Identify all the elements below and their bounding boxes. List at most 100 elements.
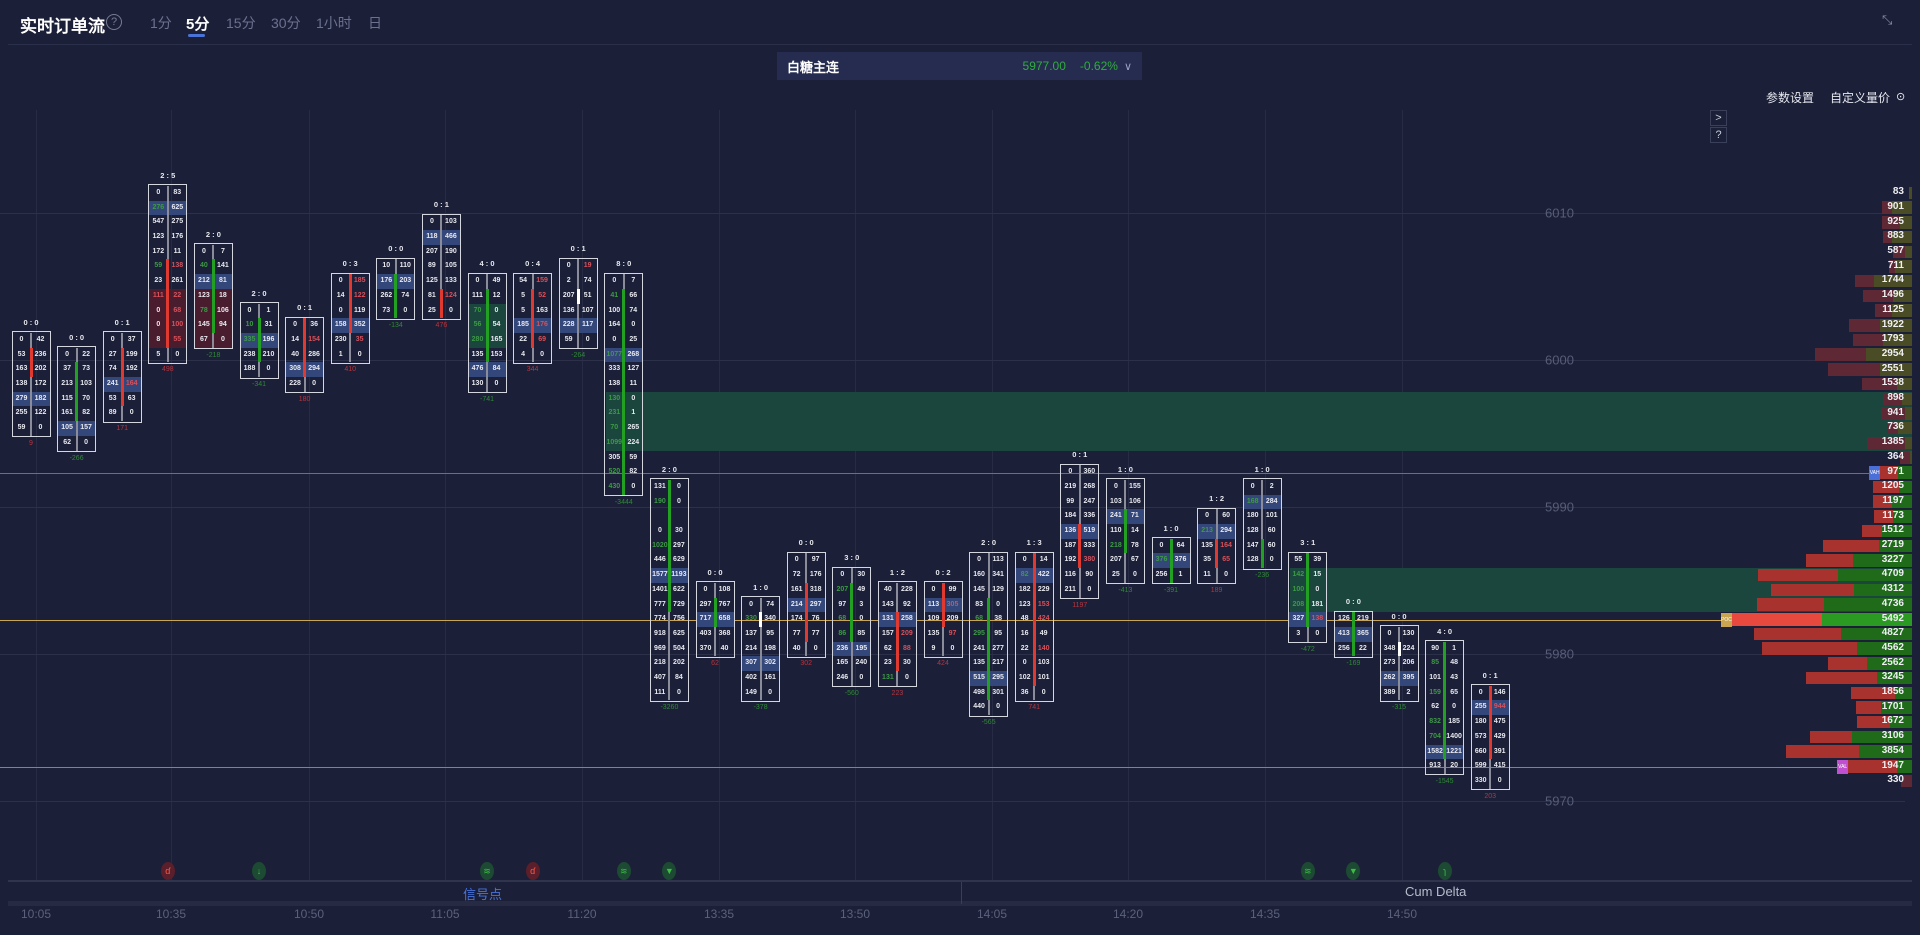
candle-box[interactable] (421, 213, 461, 320)
ask-volume-cell: 190 (445, 247, 457, 255)
candle-box[interactable] (57, 346, 97, 453)
ask-volume-cell: 261 (171, 277, 184, 285)
triangle-down-icon[interactable]: ▼ (662, 862, 677, 880)
candle-box[interactable] (558, 257, 598, 350)
custom-volume-price-link[interactable]: 自定义量价 (1830, 91, 1891, 105)
candle-box[interactable] (604, 272, 644, 497)
bid-volume-cell: 22 (1020, 644, 1029, 652)
ask-volume-cell: 504 (673, 644, 685, 652)
bid-volume-cell: 407 (654, 674, 666, 682)
tab-divider (961, 882, 962, 904)
candle-body-bar (531, 288, 535, 348)
triangle-down-icon[interactable]: ▼ (1346, 862, 1361, 880)
candle-body-bar (394, 274, 398, 319)
candle-box[interactable] (923, 581, 963, 658)
tab-1min[interactable]: 1分 (150, 15, 172, 31)
candle-box[interactable] (1425, 640, 1465, 776)
val-tag: VAL (1837, 759, 1849, 774)
profile-volume-label: 2719 (1881, 539, 1904, 551)
help-button[interactable]: ? (1710, 127, 1727, 143)
candle-header: 0 : 2 (935, 567, 951, 577)
ask-volume-cell: 0 (175, 350, 180, 358)
candle-box[interactable] (969, 551, 1009, 717)
candle-box[interactable] (1060, 463, 1100, 600)
candle-box[interactable] (1288, 551, 1328, 644)
candle-box[interactable] (741, 596, 781, 702)
candle-box[interactable] (1333, 610, 1373, 658)
candle-box[interactable] (1379, 625, 1419, 702)
help-icon[interactable]: ? (106, 14, 122, 30)
candle-box[interactable] (786, 551, 826, 658)
tab-15min[interactable]: 15分 (226, 15, 256, 31)
candle-box[interactable] (330, 272, 370, 364)
flame-icon[interactable]: ɗ (160, 862, 175, 880)
tab-day[interactable]: 日 (368, 15, 382, 31)
profile-buy-bar (1840, 627, 1912, 641)
expand-button[interactable]: > (1710, 110, 1727, 126)
candle-box[interactable] (102, 331, 142, 423)
ask-volume-cell: 0 (904, 674, 909, 682)
tab-signals[interactable]: 信号点 (463, 887, 503, 902)
profile-sell-bar (1753, 627, 1841, 641)
candle-box[interactable] (513, 272, 553, 364)
candle-delta: -560 (844, 689, 859, 697)
bid-volume-cell: 0 (65, 350, 70, 358)
ask-volume-cell: 181 (1311, 600, 1324, 608)
ask-volume-cell: 1193 (671, 571, 687, 579)
candle-body-bar (211, 259, 215, 333)
circle-dot-icon[interactable]: ⊙ (1896, 91, 1906, 103)
stack-icon[interactable]: ≋ (616, 862, 631, 880)
time-axis-label: 14:05 (976, 907, 1008, 921)
ask-volume-cell: 944 (1493, 703, 1506, 711)
candle-box[interactable] (1197, 507, 1237, 585)
bid-volume-cell: 100 (1292, 585, 1305, 593)
ask-volume-cell: 138 (1311, 615, 1324, 623)
profile-sell-bar (1806, 554, 1853, 567)
bid-volume-cell: 370 (699, 644, 712, 652)
flame-icon[interactable]: ɗ (525, 862, 540, 880)
bid-volume-cell: 0 (247, 306, 252, 314)
profile-sell-bar (1785, 745, 1859, 758)
profile-volume-label: 1793 (1881, 333, 1904, 345)
candle-box[interactable] (877, 581, 917, 688)
candle-delta: 171 (116, 425, 129, 433)
candle-box[interactable] (832, 566, 872, 688)
bid-volume-cell: 147 (1246, 541, 1259, 549)
tab-cum-delta[interactable]: Cum Delta (1405, 884, 1467, 899)
ask-volume-cell: 52 (538, 291, 546, 299)
candle-box[interactable] (1105, 478, 1145, 585)
candle-box[interactable] (467, 272, 507, 394)
candle-box[interactable] (376, 257, 416, 320)
candle-box[interactable] (1014, 551, 1054, 702)
price-axis-label: 6000 (1545, 352, 1574, 368)
profile-buy-bar (1879, 319, 1912, 332)
shrink-arrows-icon[interactable]: ⤡ (1882, 12, 1893, 27)
ask-volume-cell: 48 (1450, 659, 1458, 667)
bid-volume-cell: 327 (1292, 615, 1305, 623)
candle-box[interactable] (695, 581, 735, 658)
tab-5min[interactable]: 5分 (186, 16, 210, 33)
candle-box[interactable] (1470, 684, 1510, 791)
candle-box[interactable] (193, 243, 233, 350)
tab-30min[interactable]: 30分 (271, 15, 301, 31)
symbol-selector[interactable]: 白糖主连 5977.00 -0.62% ∨ (777, 52, 1142, 80)
bid-volume-cell: 40 (291, 350, 299, 358)
bid-volume-cell: 256 (1155, 571, 1168, 579)
arrow-down-icon[interactable]: ↓ (252, 862, 266, 880)
ask-volume-cell: 0 (859, 615, 864, 623)
candle-box[interactable] (649, 478, 689, 702)
stack-icon[interactable]: ≋ (1300, 862, 1315, 880)
candle-box[interactable] (239, 302, 279, 379)
candle-box[interactable] (148, 184, 188, 364)
profile-buy-bar (1901, 392, 1912, 406)
candle-box[interactable] (11, 331, 51, 438)
hook-icon[interactable]: ɿ (1437, 862, 1452, 880)
tab-1hour[interactable]: 1小时 (316, 15, 352, 31)
candle-box[interactable] (1151, 537, 1191, 585)
ask-volume-cell: 60 (1222, 512, 1230, 520)
candle-box[interactable] (1242, 478, 1282, 570)
stack-icon[interactable]: ≋ (480, 862, 494, 880)
candle-box[interactable] (285, 316, 325, 394)
params-settings-link[interactable]: 参数设置 (1766, 91, 1815, 105)
